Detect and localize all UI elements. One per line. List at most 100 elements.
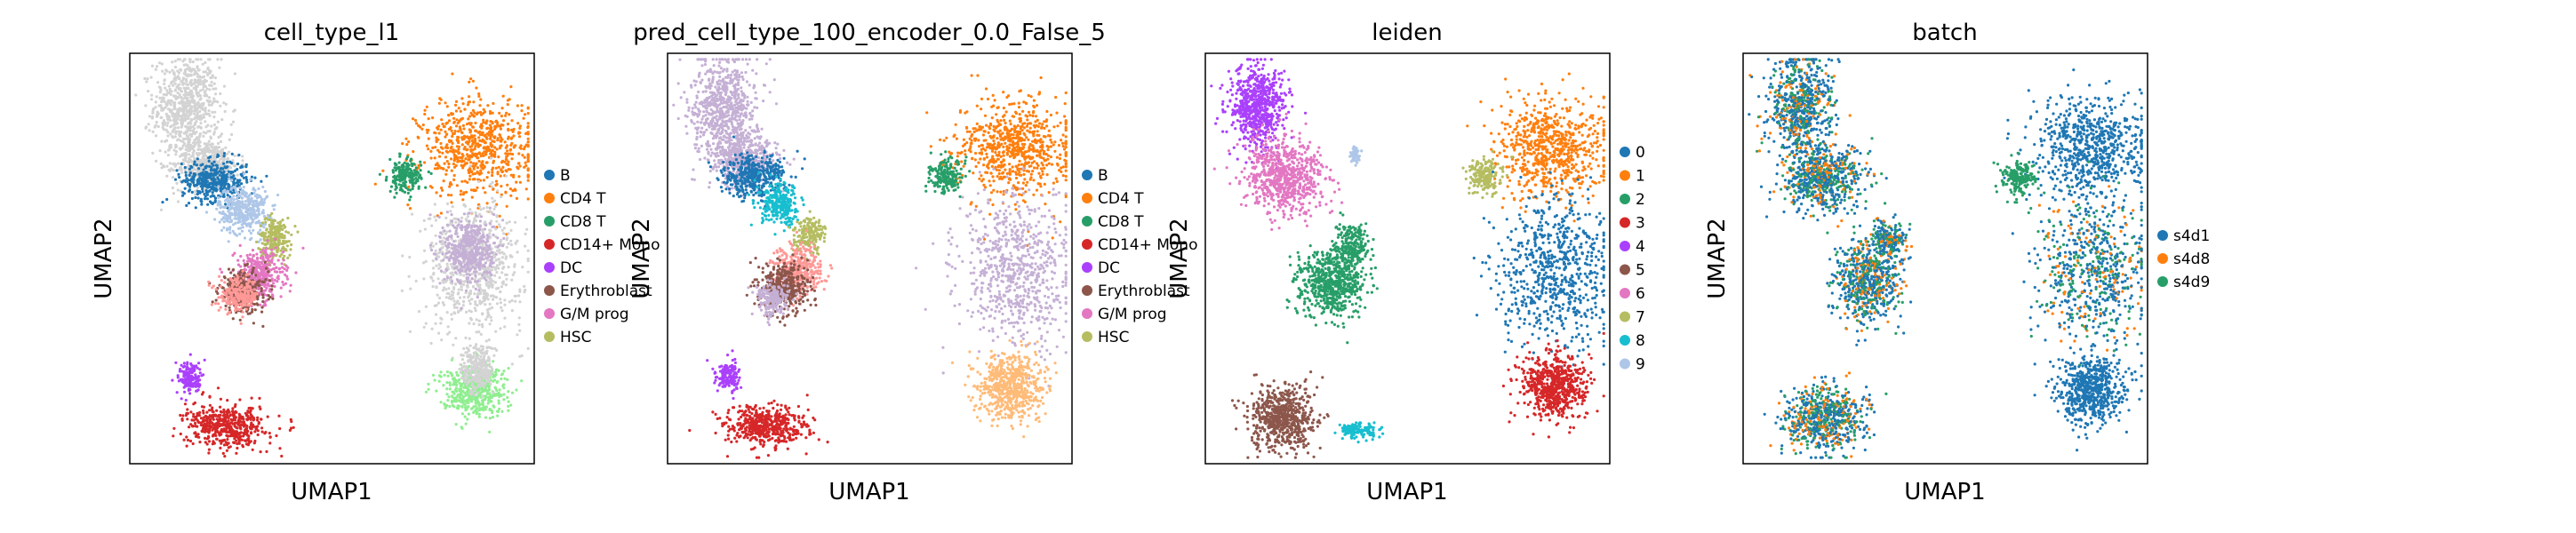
scatter-point	[488, 232, 492, 235]
scatter-point	[177, 77, 181, 81]
scatter-point	[484, 110, 487, 114]
scatter-point	[276, 235, 279, 238]
scatter-point	[471, 152, 475, 155]
scatter-point	[498, 275, 501, 280]
scatter-point	[500, 306, 503, 309]
scatter-point	[436, 301, 441, 305]
scatter-point	[200, 107, 204, 110]
scatter-point	[150, 93, 154, 97]
scatter-point	[228, 276, 232, 280]
scatter-point	[179, 68, 182, 71]
scatter-point	[219, 157, 222, 161]
scatter-point	[214, 298, 218, 302]
scatter-point	[235, 290, 238, 293]
scatter-point	[484, 296, 489, 299]
scatter-point	[228, 310, 232, 314]
scatter-point	[509, 143, 513, 147]
scatter-point	[222, 212, 226, 216]
scatter-point	[431, 279, 435, 282]
scatter-point	[495, 287, 499, 290]
scatter-point	[464, 162, 468, 165]
scatter-point	[228, 204, 232, 208]
scatter-point	[481, 312, 484, 315]
scatter-point	[172, 94, 176, 98]
scatter-point	[159, 162, 163, 165]
scatter-point	[526, 106, 530, 109]
scatter-point	[491, 251, 494, 254]
scatter-point	[252, 288, 256, 291]
scatter-point	[193, 117, 196, 121]
scatter-point	[445, 311, 449, 314]
scatter-point	[424, 305, 428, 308]
scatter-point	[282, 239, 285, 243]
scatter-point	[279, 234, 283, 237]
scatter-point	[388, 189, 392, 193]
scatter-point	[217, 185, 220, 188]
scatter-point	[440, 118, 444, 122]
scatter-point	[449, 210, 452, 213]
scatter-point	[209, 169, 213, 172]
scatter-point	[507, 242, 510, 245]
scatter-point	[434, 163, 438, 167]
scatter-point	[492, 139, 496, 144]
scatter-point	[229, 291, 234, 295]
scatter-point	[509, 85, 513, 89]
scatter-point	[173, 126, 177, 130]
scatter-point	[514, 220, 517, 224]
scatter-point	[208, 68, 212, 73]
scatter-point	[173, 102, 177, 106]
scatter-point	[485, 315, 490, 319]
scatter-point	[515, 196, 519, 200]
scatter-point	[501, 165, 505, 169]
scatter-point	[479, 124, 483, 128]
scatter-point	[285, 274, 289, 278]
scatter-point	[264, 278, 268, 282]
scatter-point	[447, 162, 451, 166]
scatter-point	[195, 88, 198, 91]
scatter-point	[172, 123, 175, 127]
scatter-point	[243, 298, 246, 302]
scatter-point	[484, 161, 488, 164]
scatter-point	[215, 207, 219, 211]
scatter-point	[259, 224, 262, 227]
scatter-point	[476, 292, 480, 296]
scatter-point	[182, 72, 186, 76]
scatter-point	[468, 178, 472, 181]
scatter-point	[228, 202, 231, 205]
scatter-point	[210, 124, 213, 128]
scatter-point	[183, 96, 187, 99]
scatter-point	[197, 167, 201, 171]
scatter-point	[243, 292, 247, 296]
scatter-point	[463, 146, 467, 149]
scatter-point	[162, 128, 165, 131]
scatter-point	[218, 179, 221, 183]
scatter-point	[270, 233, 274, 236]
scatter-point	[470, 135, 474, 139]
scatter-point	[220, 279, 223, 282]
scatter-point	[165, 123, 169, 127]
scatter-point	[173, 106, 177, 109]
scatter-point	[196, 115, 199, 119]
scatter-point	[260, 234, 264, 237]
scatter-point	[481, 160, 484, 163]
scatter-point	[278, 255, 282, 259]
scatter-point	[179, 101, 182, 105]
scatter-point	[149, 76, 153, 79]
scatter-point	[238, 186, 242, 189]
scatter-point	[179, 147, 182, 151]
scatter-point	[492, 295, 496, 298]
scatter-point	[444, 122, 448, 125]
scatter-point	[435, 136, 438, 139]
scatter-point	[275, 253, 278, 257]
scatter-point	[452, 121, 456, 124]
scatter-point	[160, 106, 164, 109]
scatter-point	[491, 196, 494, 200]
scatter-point	[265, 174, 268, 178]
scatter-point	[437, 266, 441, 270]
scatter-point	[462, 203, 466, 207]
scatter-point	[212, 115, 216, 119]
scatter-point	[240, 195, 244, 199]
scatter-point	[165, 89, 169, 92]
scatter-point	[207, 159, 211, 163]
scatter-point	[508, 152, 512, 155]
